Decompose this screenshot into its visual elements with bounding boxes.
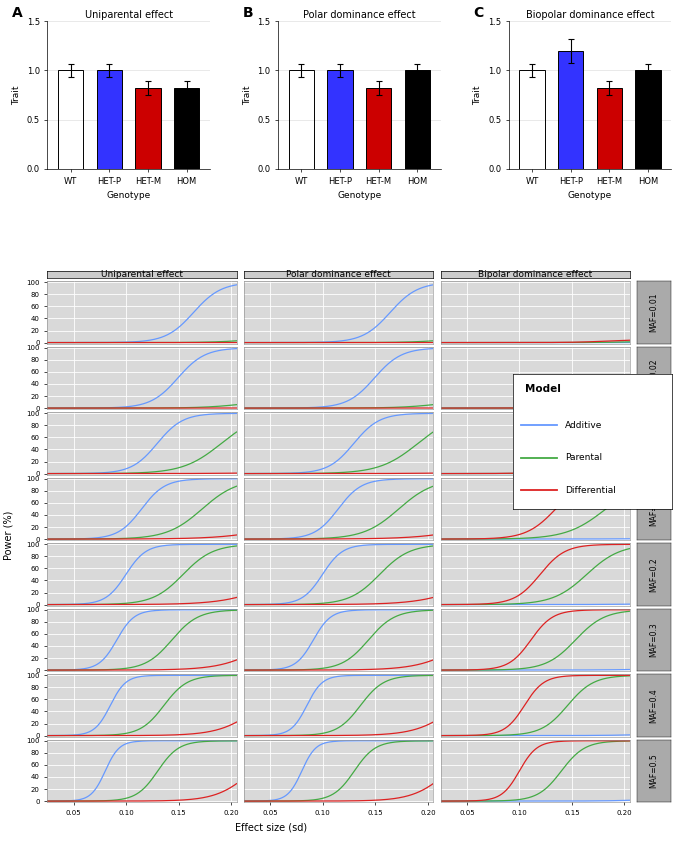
Bar <box>366 88 391 169</box>
Text: Power (%): Power (%) <box>3 510 13 559</box>
Text: Polar dominance effect: Polar dominance effect <box>286 270 391 279</box>
Bar <box>597 88 622 169</box>
Bar <box>136 88 161 169</box>
Text: Parental: Parental <box>565 453 602 463</box>
Bar <box>519 70 544 169</box>
Text: MAF=0.01: MAF=0.01 <box>650 293 659 332</box>
Y-axis label: Trait: Trait <box>473 85 483 104</box>
Y-axis label: Trait: Trait <box>243 85 252 104</box>
Text: Model: Model <box>525 385 561 395</box>
Text: Differential: Differential <box>565 486 616 495</box>
Text: MAF=0.05: MAF=0.05 <box>650 424 659 464</box>
Text: B: B <box>243 7 253 20</box>
Bar <box>635 70 660 169</box>
Text: Additive: Additive <box>565 420 603 430</box>
Bar <box>58 70 83 169</box>
Bar <box>289 70 314 169</box>
Title: Biopolar dominance effect: Biopolar dominance effect <box>525 10 654 20</box>
X-axis label: Genotype: Genotype <box>568 191 612 200</box>
Text: Uniparental effect: Uniparental effect <box>101 270 183 279</box>
Text: C: C <box>473 7 483 20</box>
Text: Bipolar dominance effect: Bipolar dominance effect <box>478 270 593 279</box>
Text: A: A <box>12 7 22 20</box>
Bar <box>558 51 583 169</box>
Text: MAF=0.3: MAF=0.3 <box>650 622 659 657</box>
Bar <box>327 70 353 169</box>
Text: MAF=0.5: MAF=0.5 <box>650 754 659 789</box>
Text: MAF=0.02: MAF=0.02 <box>650 358 659 397</box>
Title: Uniparental effect: Uniparental effect <box>85 10 173 20</box>
X-axis label: Genotype: Genotype <box>106 191 151 200</box>
X-axis label: Genotype: Genotype <box>337 191 382 200</box>
Bar <box>97 70 122 169</box>
Text: MAF=0.1: MAF=0.1 <box>650 492 659 526</box>
Bar <box>405 70 430 169</box>
Text: Effect size (sd): Effect size (sd) <box>235 823 307 833</box>
Bar <box>174 88 199 169</box>
Text: MAF=0.4: MAF=0.4 <box>650 688 659 722</box>
Text: MAF=0.2: MAF=0.2 <box>650 557 659 592</box>
Y-axis label: Trait: Trait <box>12 85 21 104</box>
Title: Polar dominance effect: Polar dominance effect <box>303 10 416 20</box>
